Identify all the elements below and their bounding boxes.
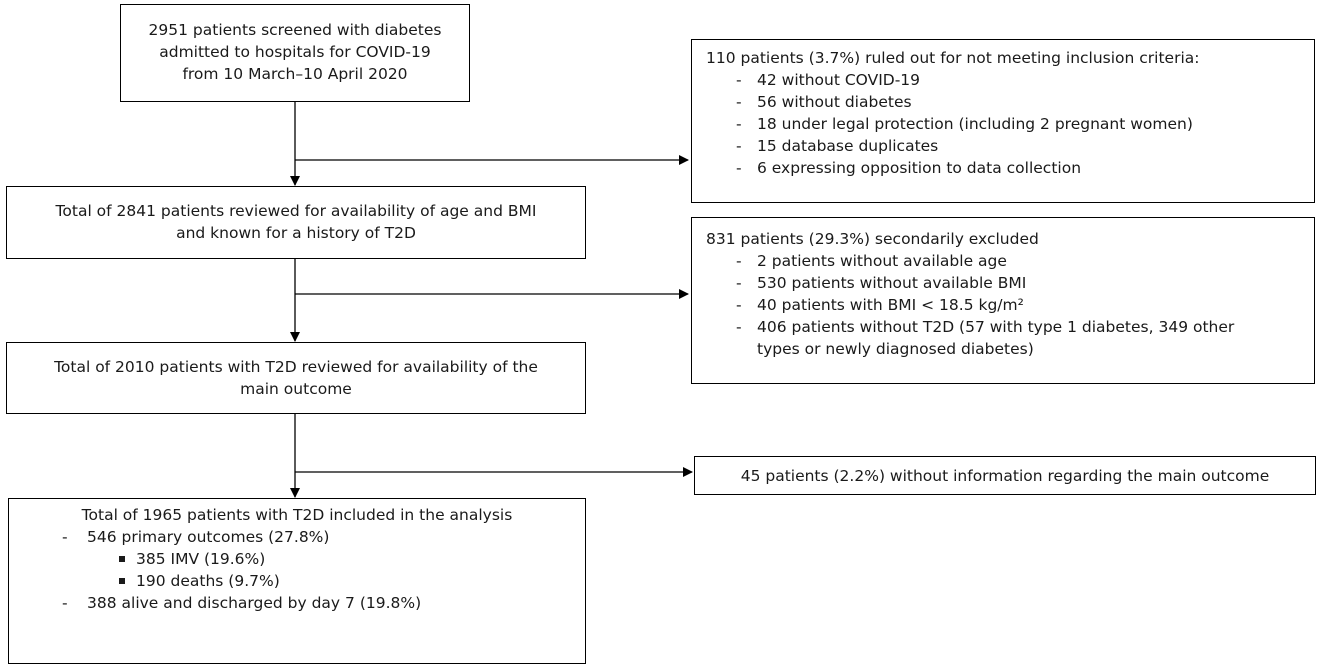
reviewed-line-1: Total of 2841 patients reviewed for avai… [55, 202, 537, 220]
screened-line-1: 2951 patients screened with diabetes [148, 21, 442, 39]
exclusion1-item: -15 database duplicates [736, 137, 939, 155]
exclusion1-item: -18 under legal protection (including 2 … [736, 115, 1193, 133]
outcome-line-1: Total of 2010 patients with T2D reviewed… [54, 358, 538, 376]
outcome-line-2: main outcome [240, 380, 352, 398]
screened-box: 2951 patients screened with diabetes adm… [120, 4, 470, 102]
exclusion2-item-continuation: types or newly diagnosed diabetes) [757, 340, 1034, 358]
reviewed-outcome-box: Total of 2010 patients with T2D reviewed… [6, 342, 586, 414]
exclusion3-title: 45 patients (2.2%) without information r… [740, 467, 1270, 485]
exclusion-box-secondary: 831 patients (29.3%) secondarily exclude… [691, 217, 1315, 384]
exclusion-box-inclusion-criteria: 110 patients (3.7%) ruled out for not me… [691, 39, 1315, 203]
reviewed-line-2: and known for a history of T2D [176, 224, 416, 242]
reviewed-age-bmi-box: Total of 2841 patients reviewed for avai… [6, 186, 586, 259]
screened-line-3: from 10 March–10 April 2020 [182, 65, 408, 83]
included-title: Total of 1965 patients with T2D included… [81, 506, 513, 524]
exclusion2-item: -406 patients without T2D (57 with type … [736, 318, 1235, 336]
exclusion1-item: -6 expressing opposition to data collect… [736, 159, 1082, 177]
screened-line-2: admitted to hospitals for COVID-19 [159, 43, 431, 61]
exclusion1-item: -56 without diabetes [736, 93, 912, 111]
included-subitem-imv: 385 IMV (19.6%) [9, 548, 585, 570]
exclusion-box-missing-outcome: 45 patients (2.2%) without information r… [694, 456, 1316, 495]
exclusion1-item: -42 without COVID-19 [736, 71, 921, 89]
exclusion2-title: 831 patients (29.3%) secondarily exclude… [706, 230, 1039, 248]
included-subitem-deaths: 190 deaths (9.7%) [9, 570, 585, 592]
exclusion1-title: 110 patients (3.7%) ruled out for not me… [706, 49, 1200, 67]
included-analysis-box: Total of 1965 patients with T2D included… [8, 498, 586, 664]
included-item-discharged: -388 alive and discharged by day 7 (19.8… [62, 594, 422, 612]
exclusion2-item: -40 patients with BMI < 18.5 kg/m² [736, 296, 1024, 314]
exclusion2-item: -530 patients without available BMI [736, 274, 1027, 292]
included-item-primary: -546 primary outcomes (27.8%) [62, 528, 330, 546]
exclusion2-item: -2 patients without available age [736, 252, 1007, 270]
